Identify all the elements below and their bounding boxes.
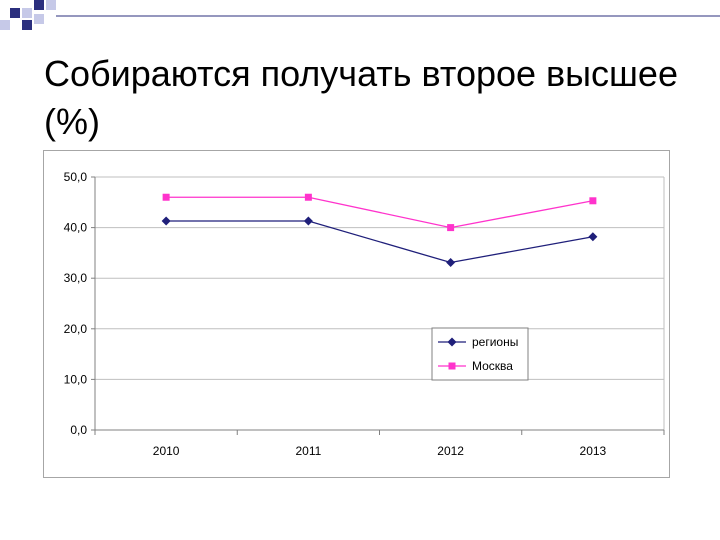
x-tick-label: 2011 (295, 444, 321, 458)
legend-label: регионы (472, 335, 518, 349)
chart-frame: 0,0 10,0 20,0 30,0 40,0 50,0 2010 2011 2012 2013 … (43, 150, 670, 478)
y-tick-label: 20,0 (64, 322, 88, 336)
y-tick-label: 40,0 (64, 221, 88, 235)
deco-square-light-1 (22, 8, 32, 18)
x-tick-label: 2012 (437, 444, 464, 458)
axis-layer: 0,0 10,0 20,0 30,0 40,0 50,0 2010 2011 2012 2013 (64, 170, 665, 458)
data-point-2 (304, 193, 312, 201)
y-tick-label: 10,0 (64, 372, 88, 386)
series-line-2 (166, 196, 593, 229)
data-point-1 (303, 216, 313, 226)
y-tick-label: 30,0 (64, 271, 88, 285)
deco-square-dark-2 (34, 0, 44, 10)
data-point-1 (446, 258, 456, 268)
deco-square-dark-1 (10, 8, 20, 18)
legend-box (431, 327, 529, 381)
data-point-1 (161, 216, 171, 226)
deco-square-light-2 (46, 0, 56, 10)
title-decoration (0, 0, 720, 30)
legend-swatch-marker (448, 362, 456, 370)
data-point-2 (447, 224, 455, 232)
data-point-2 (162, 193, 170, 201)
deco-square-light-4 (34, 14, 44, 24)
y-tick-label: 0,0 (70, 423, 87, 437)
grid-layer (95, 176, 665, 430)
legend-label: Москва (472, 359, 513, 373)
data-point-1 (588, 232, 598, 242)
deco-square-light-3 (0, 20, 10, 30)
series-layer (161, 193, 598, 268)
y-tick-label: 50,0 (64, 170, 88, 184)
series-line-1 (166, 220, 593, 264)
legend-swatch-marker (447, 337, 457, 347)
x-tick-label: 2013 (580, 444, 607, 458)
data-point-2 (589, 197, 597, 205)
chart-legend: регионы Москва (431, 327, 529, 381)
slide-title: Собираются получать второе высшее (%) (44, 53, 678, 142)
deco-square-dark-3 (22, 20, 32, 30)
x-tick-label: 2010 (153, 444, 180, 458)
